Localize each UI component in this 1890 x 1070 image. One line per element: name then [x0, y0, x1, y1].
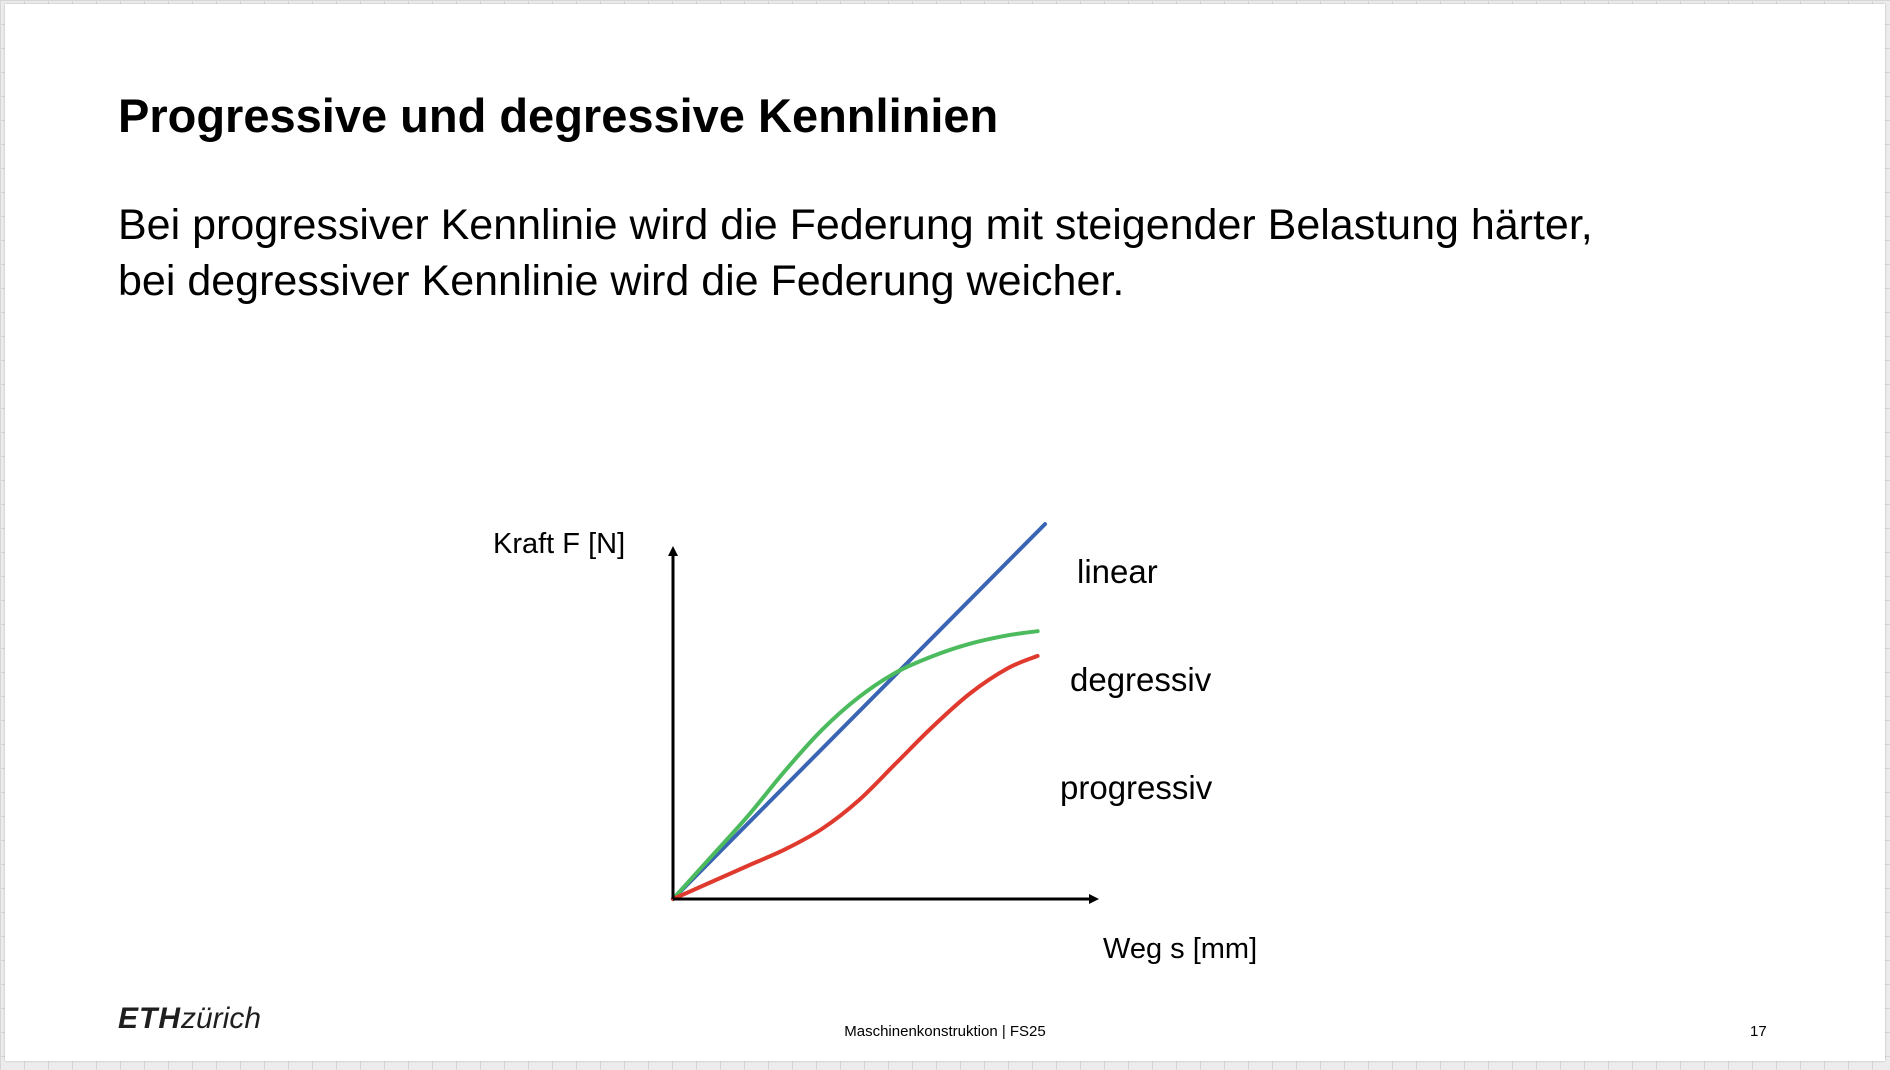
slide-title: Progressive und degressive Kennlinien — [118, 89, 999, 142]
x-axis-label: Weg s [mm] — [1103, 933, 1257, 965]
spring-characteristic-chart: Kraft F [N] Weg s [mm] linear degressiv pr… — [493, 522, 1257, 965]
y-axis-label: Kraft F [N] — [493, 528, 625, 560]
series-line-linear — [671, 522, 1047, 901]
slide-body: Bei progressiver Kennlinie wird die Fede… — [118, 197, 1593, 309]
body-line-2: bei degressiver Kennlinie wird die Feder… — [118, 257, 1125, 305]
page-number: 17 — [1750, 1023, 1767, 1040]
footer-course: Maschinenkonstruktion | FS25 — [844, 1023, 1046, 1040]
series-line-progressiv — [671, 653, 1040, 901]
series-label-degressiv: degressiv — [1070, 661, 1212, 698]
series-line-degressiv — [671, 629, 1040, 901]
slide: Progressive und degressive Kennlinien Be… — [5, 4, 1885, 1061]
logo-zurich: zürich — [181, 1002, 262, 1035]
series-label-progressiv: progressiv — [1060, 769, 1213, 806]
eth-zurich-logo: ETHzürich — [118, 1004, 261, 1034]
body-line-1: Bei progressiver Kennlinie wird die Fede… — [118, 201, 1593, 249]
series-label-linear: linear — [1077, 553, 1158, 590]
logo-eth: ETH — [118, 1002, 181, 1035]
